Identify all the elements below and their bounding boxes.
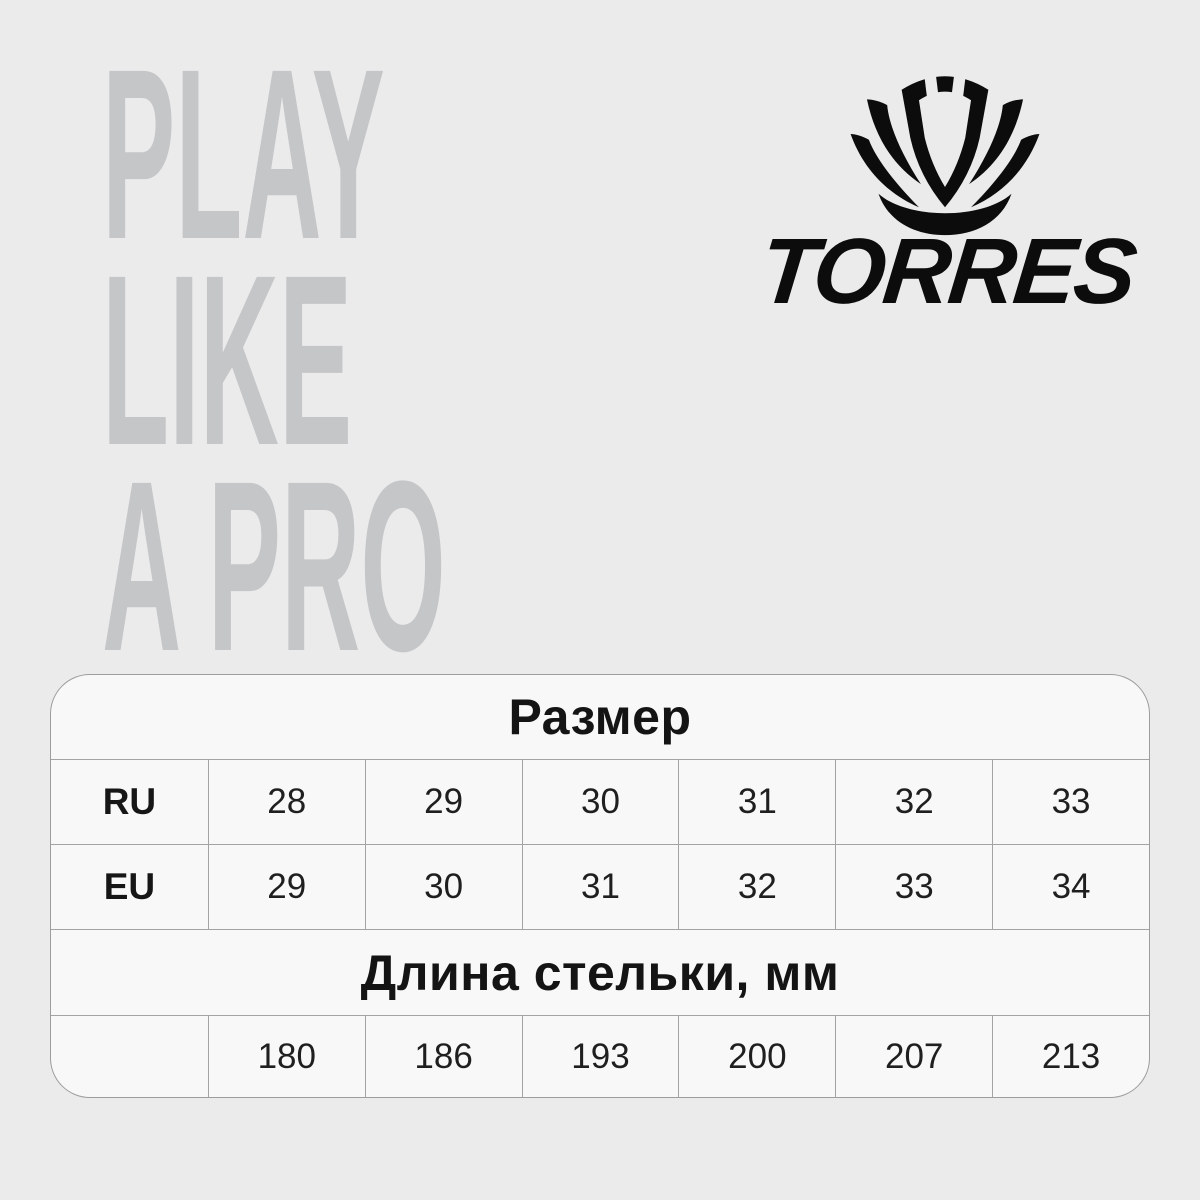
brand-logo: TORRES bbox=[740, 55, 1155, 323]
table-cell: 186 bbox=[364, 1016, 522, 1097]
table-cell: 30 bbox=[364, 845, 522, 929]
row-label-ru: RU bbox=[102, 781, 157, 822]
table-cell: 28 bbox=[207, 760, 365, 844]
table-row-insole: 180 186 193 200 207 213 bbox=[51, 1015, 1149, 1097]
row-label-empty bbox=[51, 1016, 208, 1097]
hero-line-1: PLAY bbox=[102, 19, 385, 290]
table-cell: 29 bbox=[364, 760, 522, 844]
brand-wordmark: TORRES bbox=[755, 218, 1140, 323]
table-title-insole-length: Длина стельки, мм bbox=[51, 929, 1149, 1015]
size-chart-table: Размер RU 28 29 30 31 32 33 EU 29 30 31 … bbox=[50, 674, 1150, 1098]
table-cell: 200 bbox=[678, 1016, 835, 1097]
hero-line-2: LIKE bbox=[102, 225, 353, 496]
torres-shield-emblem-icon bbox=[850, 76, 1040, 236]
table-cell: 180 bbox=[207, 1016, 365, 1097]
table-title-size: Размер bbox=[508, 689, 692, 745]
table-cell: 34 bbox=[992, 845, 1149, 929]
table-cell: 32 bbox=[835, 760, 992, 844]
table-cell: 29 bbox=[207, 845, 365, 929]
table-cell: 31 bbox=[678, 760, 835, 844]
row-label-eu: EU bbox=[103, 866, 156, 907]
table-cell: 33 bbox=[835, 845, 992, 929]
table-cell: 33 bbox=[992, 760, 1149, 844]
table-row-ru: RU 28 29 30 31 32 33 bbox=[51, 759, 1149, 844]
table-cell: 30 bbox=[521, 760, 679, 844]
table-cell: 213 bbox=[992, 1016, 1149, 1097]
table-cell: 193 bbox=[521, 1016, 679, 1097]
hero-line-3: A PRO bbox=[102, 431, 446, 702]
hero-slogan: PLAY LIKE A PRO bbox=[102, 0, 622, 702]
table-cell: 32 bbox=[678, 845, 835, 929]
table-row-eu: EU 29 30 31 32 33 34 bbox=[51, 844, 1149, 929]
table-cell: 207 bbox=[835, 1016, 992, 1097]
table-cell: 31 bbox=[521, 845, 679, 929]
